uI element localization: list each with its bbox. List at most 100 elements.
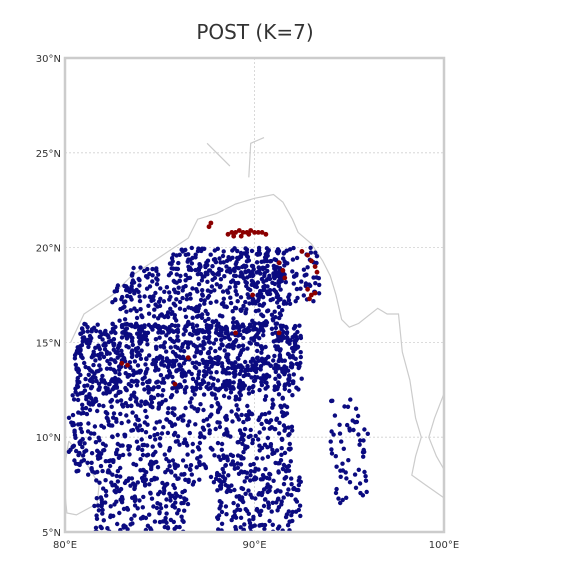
- cluster-main-point: [155, 465, 161, 470]
- cluster-main-point: [129, 297, 134, 302]
- cluster-main-point: [174, 318, 179, 323]
- cluster-main-point: [281, 462, 287, 468]
- cluster-main-point: [289, 424, 295, 429]
- cluster-main-point: [266, 500, 271, 505]
- cluster-main-point: [148, 387, 153, 392]
- cluster-main-point: [120, 452, 126, 458]
- cluster-main-point: [338, 474, 343, 479]
- cluster-main-point: [285, 523, 291, 528]
- cluster-main-point: [92, 431, 97, 436]
- cluster-main-point: [80, 402, 85, 407]
- cluster-main-point: [235, 453, 241, 458]
- cluster-main-point: [155, 501, 160, 506]
- lon-tick-label: 90°E: [242, 540, 266, 551]
- cluster-main-point: [275, 526, 281, 531]
- cluster-main-point: [231, 343, 237, 349]
- cluster-main-point: [215, 356, 220, 362]
- cluster-main-point: [82, 441, 87, 446]
- cluster-main-point: [150, 266, 155, 272]
- cluster-main-point: [220, 474, 226, 479]
- cluster-main-point: [198, 454, 203, 459]
- cluster-main-point: [354, 419, 360, 425]
- map-title: POST (K=7): [196, 20, 314, 44]
- cluster-main-point: [218, 260, 223, 265]
- lat-tick-label: 20°N: [36, 244, 61, 255]
- cluster-main-point: [96, 381, 102, 386]
- cluster-minor-point: [233, 230, 239, 235]
- cluster-main-point: [211, 341, 217, 346]
- cluster-main-point: [364, 489, 369, 495]
- cluster-minor-point: [119, 360, 125, 366]
- cluster-main-point: [247, 520, 253, 526]
- cluster-main-point: [273, 289, 278, 294]
- cluster-main-point: [167, 290, 172, 295]
- cluster-main-point: [261, 426, 267, 431]
- cluster-main-point: [106, 339, 111, 345]
- cluster-main-point: [189, 396, 194, 401]
- cluster-main-point: [275, 366, 280, 371]
- axis-labels: 30°N 25°N 20°N 15°N 10°N 5°N80°E 90°E 100°E: [36, 54, 459, 551]
- cluster-main-point: [132, 513, 137, 518]
- cluster-main-point: [226, 255, 231, 260]
- cluster-main-point: [200, 329, 205, 335]
- cluster-main-point: [287, 382, 292, 387]
- cluster-main-point: [172, 412, 177, 418]
- cluster-main-point: [147, 353, 152, 358]
- cluster-main-point: [107, 361, 112, 366]
- cluster-main-point: [153, 437, 158, 442]
- cluster-main-point: [145, 422, 150, 427]
- cluster-main-point: [79, 429, 85, 435]
- cluster-main-point: [127, 289, 133, 295]
- cluster-main-point: [363, 474, 368, 479]
- cluster-main-point: [197, 462, 203, 468]
- cluster-main-point: [93, 440, 99, 445]
- cluster-main-point: [168, 306, 173, 311]
- cluster-main-point: [223, 504, 229, 509]
- cluster-main-point: [216, 513, 222, 518]
- cluster-main-point: [169, 470, 174, 475]
- cluster-main-point: [115, 468, 121, 474]
- cluster-main-point: [122, 432, 127, 437]
- cluster-main-point: [164, 520, 169, 525]
- cluster-main-point: [220, 466, 225, 472]
- cluster-main-point: [251, 358, 256, 363]
- cluster-main-point: [254, 476, 259, 481]
- cluster-main-point: [171, 287, 177, 292]
- cluster-main-point: [263, 356, 268, 362]
- cluster-main-point: [164, 497, 169, 502]
- coastline: [70, 193, 444, 499]
- cluster-main-point: [314, 254, 320, 259]
- cluster-main-point: [226, 395, 232, 400]
- cluster-main-point: [153, 449, 158, 455]
- cluster-main-point: [172, 406, 177, 411]
- cluster-main-point: [159, 431, 165, 436]
- cluster-main-point: [186, 319, 191, 325]
- cluster-main-point: [270, 451, 275, 456]
- cluster-main-point: [155, 384, 161, 390]
- cluster-main-point: [148, 490, 153, 495]
- cluster-main-point: [137, 498, 142, 503]
- cluster-main-point: [86, 421, 91, 426]
- cluster-main-point: [136, 417, 141, 423]
- cluster-main-point: [81, 410, 86, 416]
- cluster-main-point: [110, 321, 115, 327]
- cluster-main-point: [127, 452, 132, 457]
- cluster-main-point: [180, 288, 185, 293]
- cluster-main-point: [245, 292, 250, 297]
- cluster-main-point: [268, 363, 273, 368]
- cluster-main-point: [263, 344, 268, 350]
- cluster-main-point: [279, 278, 284, 284]
- cluster-main-point: [208, 474, 214, 480]
- cluster-main-point: [147, 378, 152, 383]
- cluster-main-point: [252, 378, 258, 383]
- cluster-main-point: [337, 431, 343, 436]
- cluster-main-point: [157, 419, 162, 424]
- cluster-main-point: [170, 259, 175, 264]
- cluster-main-point: [177, 299, 183, 305]
- cluster-main-point: [250, 263, 256, 269]
- cluster-main-point: [216, 270, 221, 275]
- cluster-main-point: [176, 354, 182, 359]
- cluster-main-point: [224, 304, 229, 310]
- cluster-main-point: [267, 276, 273, 282]
- cluster-main-point: [95, 448, 100, 453]
